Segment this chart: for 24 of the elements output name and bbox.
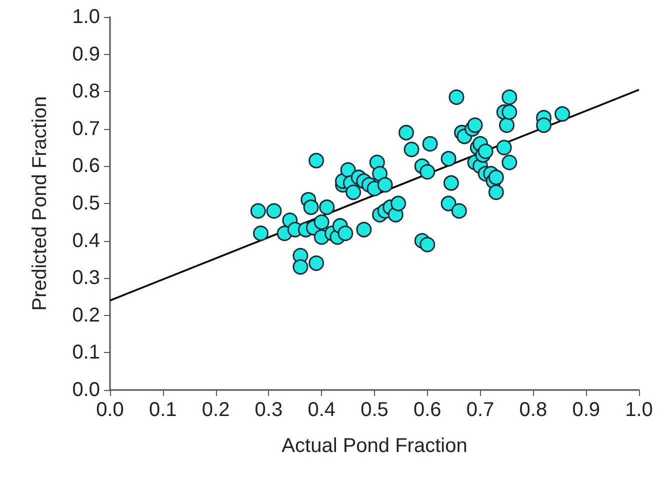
x-tick-label: 0.3 xyxy=(254,399,283,421)
x-tick-label: 0.7 xyxy=(466,399,494,421)
x-tick-label: 0.6 xyxy=(413,399,442,421)
y-tick-label: 0.0 xyxy=(72,379,100,401)
x-tick-label: 0.4 xyxy=(308,399,336,421)
x-tick-label: 0.5 xyxy=(360,399,388,421)
x-tick-label: 0.9 xyxy=(572,399,600,421)
y-tick-label: 0.2 xyxy=(72,304,100,326)
x-tick-label: 0.8 xyxy=(519,399,548,421)
x-axis-title: Actual Pond Fraction xyxy=(282,435,468,457)
y-tick-label: 0.6 xyxy=(72,155,100,178)
y-tick-label: 1.0 xyxy=(72,6,100,28)
y-tick-label: 0.4 xyxy=(72,230,100,252)
x-tick-label: 1.0 xyxy=(625,399,653,421)
x-tick-label: 0.0 xyxy=(96,399,124,421)
x-tick-label: 0.2 xyxy=(202,399,230,421)
y-tick-label: 0.7 xyxy=(72,118,100,140)
y-tick-label: 0.5 xyxy=(72,192,100,214)
y-tick-label: 0.1 xyxy=(72,342,100,364)
y-tick-label: 0.9 xyxy=(72,43,100,66)
y-tick-label: 0.3 xyxy=(72,267,100,290)
y-tick-label: 0.8 xyxy=(72,80,100,103)
x-tick-label: 0.1 xyxy=(148,399,177,421)
y-axis-title: Predicted Pond Fraction xyxy=(29,96,51,311)
